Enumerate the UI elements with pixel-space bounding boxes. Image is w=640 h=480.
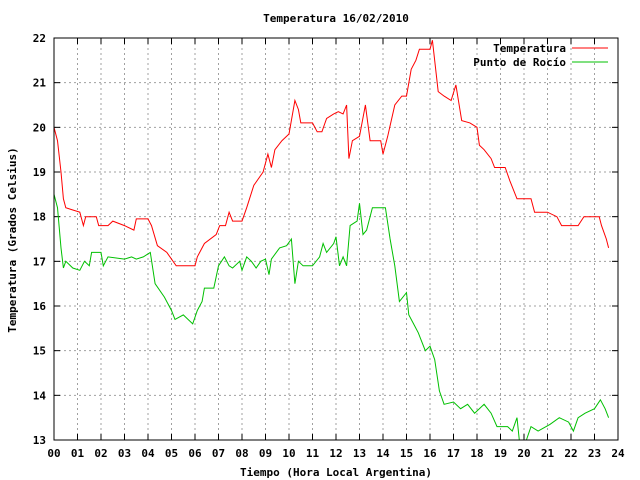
grid-lines [54,38,618,440]
y-tick-label: 20 [33,121,46,134]
x-tick-label: 18 [470,447,483,460]
x-tick-label: 22 [564,447,577,460]
x-tick-label: 03 [118,447,131,460]
x-tick-label: 14 [376,447,390,460]
x-tick-label: 13 [353,447,366,460]
plot-frame [53,37,619,441]
x-tick-label: 24 [611,447,625,460]
x-axis-ticks: 00 01 02 03 04 05 06 07 08 09 10 11 12 13 14 15 16 17 18 19… [47,38,625,460]
legend-label: Temperatura [493,42,566,55]
y-tick-label: 22 [33,32,46,45]
x-tick-label: 20 [517,447,530,460]
x-tick-label: 09 [259,447,272,460]
x-tick-label: 04 [141,447,155,460]
series-line-temperatura [53,40,610,267]
x-tick-label: 21 [541,447,555,460]
x-tick-label: 10 [282,447,295,460]
x-tick-label: 05 [165,447,178,460]
x-tick-label: 11 [306,447,320,460]
x-tick-label: 15 [400,447,413,460]
x-tick-label: 23 [588,447,601,460]
y-tick-label: 17 [33,255,46,268]
y-tick-label: 19 [33,166,46,179]
y-axis-label: Temperatura (Grados Celsius) [6,147,19,332]
chart-title: Temperatura 16/02/2010 [263,12,409,25]
legend-label: Punto de Rocío [473,56,566,69]
y-tick-label: 13 [33,434,46,447]
series-line-punto-de-rocio [53,194,610,441]
x-tick-label: 08 [235,447,248,460]
x-axis-label: Tiempo (Hora Local Argentina) [240,466,432,479]
x-tick-label: 06 [188,447,202,460]
x-tick-label: 16 [423,447,437,460]
x-tick-label: 12 [329,447,342,460]
series-lines [53,40,610,441]
y-tick-label: 14 [33,389,47,402]
x-tick-label: 17 [447,447,460,460]
x-tick-label: 00 [47,447,60,460]
x-tick-label: 02 [94,447,107,460]
y-tick-label: 18 [33,211,46,224]
x-tick-label: 19 [494,447,507,460]
y-tick-label: 21 [33,77,47,90]
x-tick-label: 01 [71,447,85,460]
y-axis-ticks: 13 14 15 16 17 18 19 20 21 22 [33,32,618,447]
x-tick-label: 07 [212,447,225,460]
y-tick-label: 16 [33,300,47,313]
y-tick-label: 15 [33,345,46,358]
